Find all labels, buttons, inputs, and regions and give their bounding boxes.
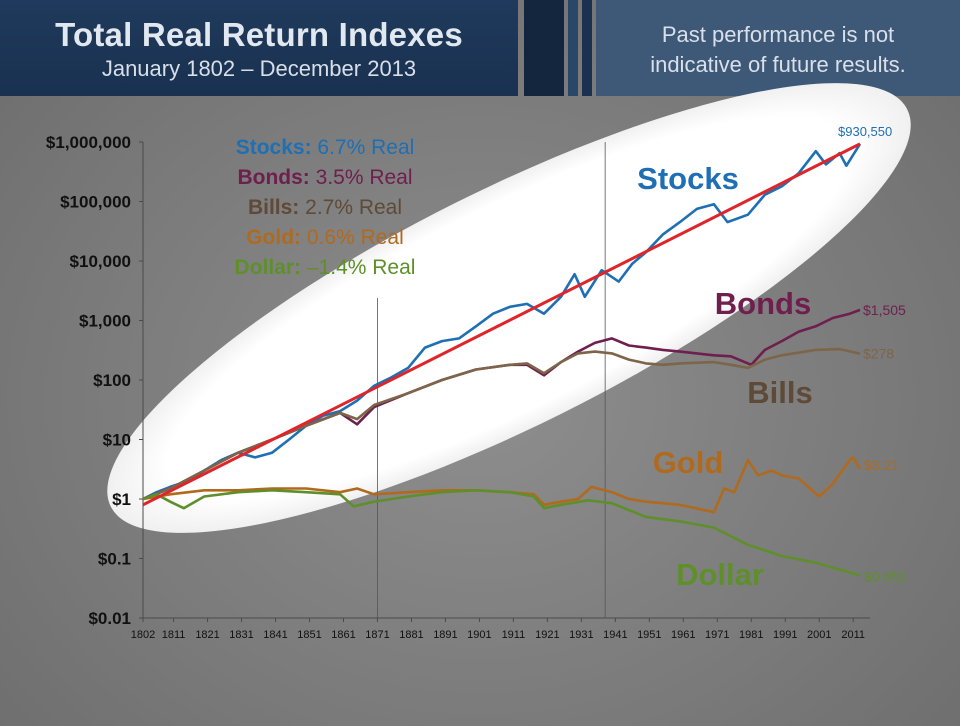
x-tick-label: 1901: [467, 629, 491, 641]
end-value-label: $0.052: [864, 568, 907, 584]
x-tick-label: 1851: [297, 629, 321, 641]
y-tick-label: $10: [103, 431, 131, 450]
x-tick-label: 2001: [807, 629, 831, 641]
disclaimer-panel: Past performance is not indicative of fu…: [596, 0, 960, 96]
disclaimer-line-1: Past performance is not: [661, 22, 895, 47]
title-panel: Total Real Return Indexes January 1802 –…: [0, 0, 518, 96]
series-line-dollar: [142, 488, 861, 577]
x-tick-label: 1831: [229, 629, 253, 641]
y-tick-label: $1: [112, 490, 131, 509]
x-tick-label: 1991: [773, 629, 797, 641]
header-divider: [582, 0, 592, 96]
x-tick-label: 1981: [739, 629, 763, 641]
series-line-gold: [142, 456, 862, 514]
series-annotation: Dollar: [676, 557, 764, 592]
legend-item-dollar: Dollar: –1.4% Real: [234, 256, 416, 279]
series-annotation: Gold: [653, 445, 724, 480]
series-line-trend: [142, 142, 861, 507]
x-tick-label: 1941: [603, 629, 627, 641]
x-tick-label: 1871: [365, 629, 389, 641]
series-annotation: Stocks: [637, 161, 739, 196]
x-tick-label: 1811: [162, 629, 186, 641]
x-tick-label: 1802: [131, 629, 155, 641]
x-tick-label: 1951: [637, 629, 661, 641]
x-tick-label: 1821: [195, 629, 219, 641]
series-labels: $930,550 $1,505 $278 $3.21 $0.052 Stocks Bonds…: [637, 124, 907, 592]
x-tick-label: 1881: [399, 629, 423, 641]
x-tick-label: 2011: [841, 629, 865, 641]
series-line-stocks: [142, 143, 862, 501]
y-tick-label: $100: [93, 371, 131, 390]
end-value-label: $3.21: [864, 457, 899, 473]
chart-title: Total Real Return Indexes: [55, 16, 463, 53]
x-tick-label: 1971: [705, 629, 729, 641]
y-tick-label: $0.01: [88, 609, 131, 628]
x-tick-label: 1921: [535, 629, 559, 641]
x-tick-label: 1891: [433, 629, 457, 641]
legend-item-stocks: Stocks: 6.7% Real: [235, 136, 415, 159]
disclaimer-line-2: indicative of future results.: [650, 52, 906, 77]
y-tick-label: $1,000: [79, 312, 131, 331]
legend-item-bills: Bills: 2.7% Real: [247, 196, 403, 219]
axes: $1,000,000 $100,000 $10,000 $1,000 $100 $10 $1…: [46, 133, 870, 641]
series-annotation: Bills: [747, 375, 812, 410]
legend-item-bonds: Bonds: 3.5% Real: [237, 166, 413, 189]
x-tick-label: 1961: [671, 629, 695, 641]
y-tick-label: $0.1: [98, 550, 131, 569]
end-value-label: $930,550: [838, 124, 892, 139]
x-tick-label: 1931: [569, 629, 593, 641]
y-tick-label: $1,000,000: [46, 133, 131, 152]
x-tick-label: 1841: [263, 629, 287, 641]
y-tick-label: $100,000: [60, 193, 131, 212]
x-tick-label: 1911: [502, 629, 526, 641]
header-divider: [568, 0, 578, 96]
header-divider: [524, 0, 564, 96]
x-tick-label: 1861: [331, 629, 355, 641]
chart-subtitle: January 1802 – December 2013: [101, 56, 417, 81]
series-annotation: Bonds: [715, 286, 811, 321]
y-tick-label: $10,000: [70, 252, 131, 271]
end-value-label: $1,505: [863, 302, 906, 318]
series-group: [142, 142, 862, 577]
legend: Stocks: 6.7% Real Bonds: 3.5% Real Bills…: [205, 133, 445, 283]
legend-item-gold: Gold: 0.6% Real: [246, 226, 404, 249]
end-value-label: $278: [863, 346, 894, 362]
series-line-bills: [142, 347, 861, 501]
